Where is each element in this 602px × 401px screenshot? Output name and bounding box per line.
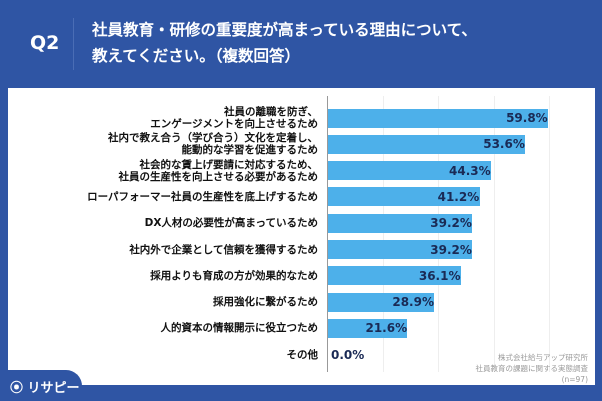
gridline [383, 96, 385, 372]
category-label-line: 採用よりも育成の方が効果的なため [150, 269, 318, 282]
logo-text: リサピー [27, 381, 80, 396]
title-line-1: 社員教育・研修の重要度が高まっている理由について、 [92, 21, 477, 39]
source-note: 株式会社給与アップ研究所 社員教育の課題に関する実態調査 (n=97) [476, 352, 589, 385]
question-number: Q2 [30, 32, 60, 54]
source-line-2: 社員教育の課題に関する実態調査 [475, 364, 589, 373]
source-line-1: 株式会社給与アップ研究所 [498, 353, 588, 362]
category-label-line: 社内で教え合う（学び合う）文化を定着し、 [108, 132, 318, 145]
category-label-line: その他 [286, 348, 319, 361]
bar [328, 187, 480, 207]
logo: ⦿ リサピー [10, 377, 80, 396]
category-label: 採用よりも育成の方が効果的なため [150, 270, 318, 282]
category-label-line: 社内外で企業として信頼を獲得するため [129, 243, 318, 256]
category-label: 社内外で企業として信頼を獲得するため [129, 244, 318, 256]
value-label: 39.2% [430, 216, 472, 231]
bar [328, 240, 473, 259]
category-label: 社内で教え合う（学び合う）文化を定着し、 能動的な学習を促進するため [108, 132, 318, 156]
source-line-3: (n=97) [561, 375, 588, 384]
gridline [438, 96, 440, 372]
category-label-line: 社員の生産性を向上させる必要があるため [118, 170, 319, 183]
value-label: 44.3% [449, 163, 491, 178]
bar [328, 266, 461, 286]
category-label-line: 能動的な学習を促進するため [181, 144, 319, 157]
bar [328, 292, 435, 312]
category-label: 社員の離職を防ぎ、 エンゲージメントを向上させるため [150, 106, 318, 130]
gridline [493, 96, 495, 372]
bar [328, 318, 408, 338]
category-label: その他 [287, 349, 319, 361]
pin-icon: ⦿ [10, 381, 28, 396]
value-label: 36.1% [418, 268, 461, 283]
value-label: 28.9% [392, 295, 434, 310]
gridline [548, 96, 550, 372]
category-label: DX人材の必要性が高まっているため [145, 217, 318, 229]
divider [73, 18, 74, 70]
value-label: 21.6% [365, 321, 408, 336]
category-label-line: ローパフォーマー社員の生産性を底上げするため [87, 190, 318, 203]
value-label: 59.8% [506, 111, 548, 125]
category-label-line: 社員の離職を防ぎ、 [224, 106, 318, 118]
value-label: 0.0% [331, 347, 365, 362]
category-label: ローパフォーマー社員の生産性を底上げするため [87, 191, 318, 203]
category-label: 社会的な賃上げ要請に対応するため、 社員の生産性を向上させる必要があるため [119, 159, 319, 183]
category-label-line: 採用強化に繋がるため [213, 296, 318, 309]
category-label-line: DX人材の必要性が高まっているため [144, 217, 318, 230]
category-label-line: エンゲージメントを向上させるため [150, 118, 318, 130]
category-label: 採用強化に繋がるため [213, 296, 318, 308]
bar [328, 161, 492, 181]
page-title: 社員教育・研修の重要度が高まっている理由について、 教えてください。（複数回答） [92, 17, 477, 69]
value-label: 39.2% [430, 242, 472, 257]
bar [328, 213, 473, 233]
category-label-line: 人的資本の情報開示に役立つため [160, 322, 319, 335]
category-label-line: 社会的な賃上げ要請に対応するため、 [139, 158, 319, 171]
value-label: 41.2% [437, 189, 480, 204]
title-line-2: 教えてください。（複数回答） [92, 47, 301, 65]
category-label: 人的資本の情報開示に役立つため [161, 322, 319, 334]
bar [328, 108, 549, 128]
bar [328, 134, 526, 154]
value-label: 53.6% [483, 137, 525, 152]
logo-tab [0, 370, 82, 401]
y-axis-line [327, 96, 328, 372]
